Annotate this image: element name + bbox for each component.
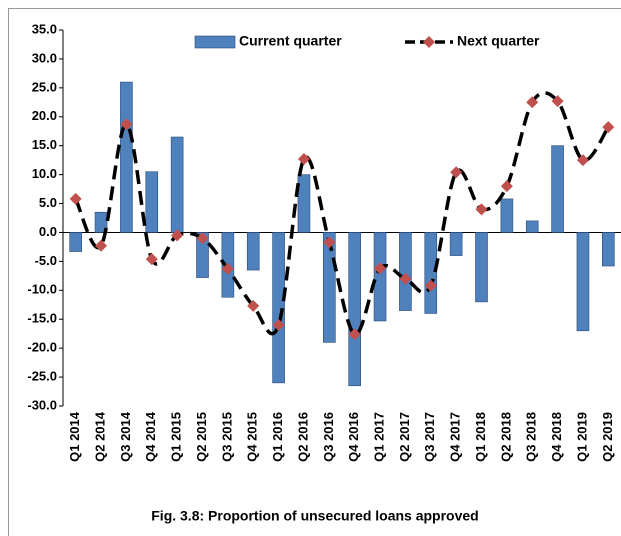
marker	[272, 319, 285, 332]
y-tick-label: 20.0	[32, 108, 57, 123]
marker	[576, 154, 589, 167]
legend-marker	[423, 36, 435, 48]
marker	[221, 262, 234, 275]
bar	[246, 232, 260, 271]
x-tick-label: Q2 2016	[295, 412, 310, 462]
y-tick-label: 0.0	[39, 224, 57, 239]
bar	[602, 232, 615, 267]
bar	[69, 232, 82, 252]
x-tick-label: Q1 2016	[270, 412, 285, 462]
marker	[602, 121, 615, 134]
y-tick-label: 35.0	[32, 21, 57, 36]
legend-swatch	[194, 35, 236, 49]
marker	[399, 272, 412, 285]
marker	[323, 236, 336, 249]
x-tick-label: Q2 2017	[397, 412, 412, 462]
x-tick-label: Q3 2014	[118, 411, 133, 462]
marker	[450, 166, 463, 179]
x-tick-label: Q2 2018	[498, 412, 513, 462]
bar	[94, 211, 108, 233]
bar	[576, 232, 590, 332]
x-tick-label: Q1 2017	[371, 412, 386, 462]
x-tick-label: Q4 2018	[549, 412, 564, 462]
marker	[500, 180, 513, 193]
marker	[348, 328, 361, 341]
marker	[95, 239, 108, 252]
x-tick-label: Q4 2015	[245, 412, 260, 462]
bar	[449, 232, 463, 256]
marker	[526, 96, 539, 109]
x-tick-label: Q3 2015	[219, 412, 234, 462]
bar	[525, 220, 539, 233]
x-tick-label: Q3 2018	[524, 412, 539, 462]
x-tick-label: Q4 2014	[143, 411, 158, 462]
x-tick-label: Q2 2014	[92, 411, 107, 462]
x-tick-label: Q3 2016	[321, 412, 336, 462]
y-tick-label: 15.0	[32, 137, 57, 152]
legend-label: Next quarter	[457, 33, 540, 49]
y-tick-label: 25.0	[32, 79, 57, 94]
marker	[69, 192, 82, 205]
y-tick-label: -30.0	[27, 397, 57, 412]
x-tick-label: Q2 2015	[194, 412, 209, 462]
marker	[475, 203, 488, 216]
bar	[120, 81, 133, 233]
marker	[120, 118, 133, 131]
x-tick-label: Q2 2019	[600, 412, 615, 462]
x-tick-label: Q3 2017	[422, 412, 437, 462]
bar	[500, 198, 514, 233]
x-tick-label: Q1 2014	[67, 411, 82, 462]
x-tick-label: Q1 2019	[574, 412, 589, 462]
bar	[399, 232, 412, 311]
y-tick-label: -15.0	[27, 311, 57, 326]
bar	[348, 232, 361, 387]
bar	[373, 232, 387, 322]
marker	[196, 232, 209, 245]
y-tick-label: -20.0	[27, 340, 57, 355]
bar	[170, 136, 184, 233]
bar	[551, 145, 564, 233]
marker	[424, 279, 437, 292]
y-tick-label: -5.0	[35, 253, 57, 268]
marker	[247, 299, 260, 312]
bar	[475, 232, 488, 303]
legend-label: Current quarter	[239, 33, 342, 49]
bar	[272, 232, 285, 384]
bar	[424, 232, 438, 314]
marker	[171, 229, 184, 242]
y-tick-label: -10.0	[27, 282, 57, 297]
bar	[297, 174, 311, 233]
marker	[145, 253, 158, 266]
x-tick-label: Q4 2017	[448, 412, 463, 462]
marker	[297, 152, 310, 165]
marker	[374, 262, 387, 275]
y-tick-label: 10.0	[32, 166, 57, 181]
y-tick-label: -25.0	[27, 369, 57, 384]
bar	[145, 171, 159, 233]
frame	[8, 8, 621, 536]
y-tick-label: 5.0	[39, 195, 57, 210]
x-tick-label: Q1 2018	[473, 412, 488, 462]
marker	[551, 95, 564, 108]
x-tick-label: Q1 2015	[169, 412, 184, 462]
y-tick-label: 30.0	[32, 50, 57, 65]
caption: Fig. 3.8: Proportion of unsecured loans …	[151, 508, 478, 524]
x-tick-label: Q4 2016	[346, 412, 361, 462]
